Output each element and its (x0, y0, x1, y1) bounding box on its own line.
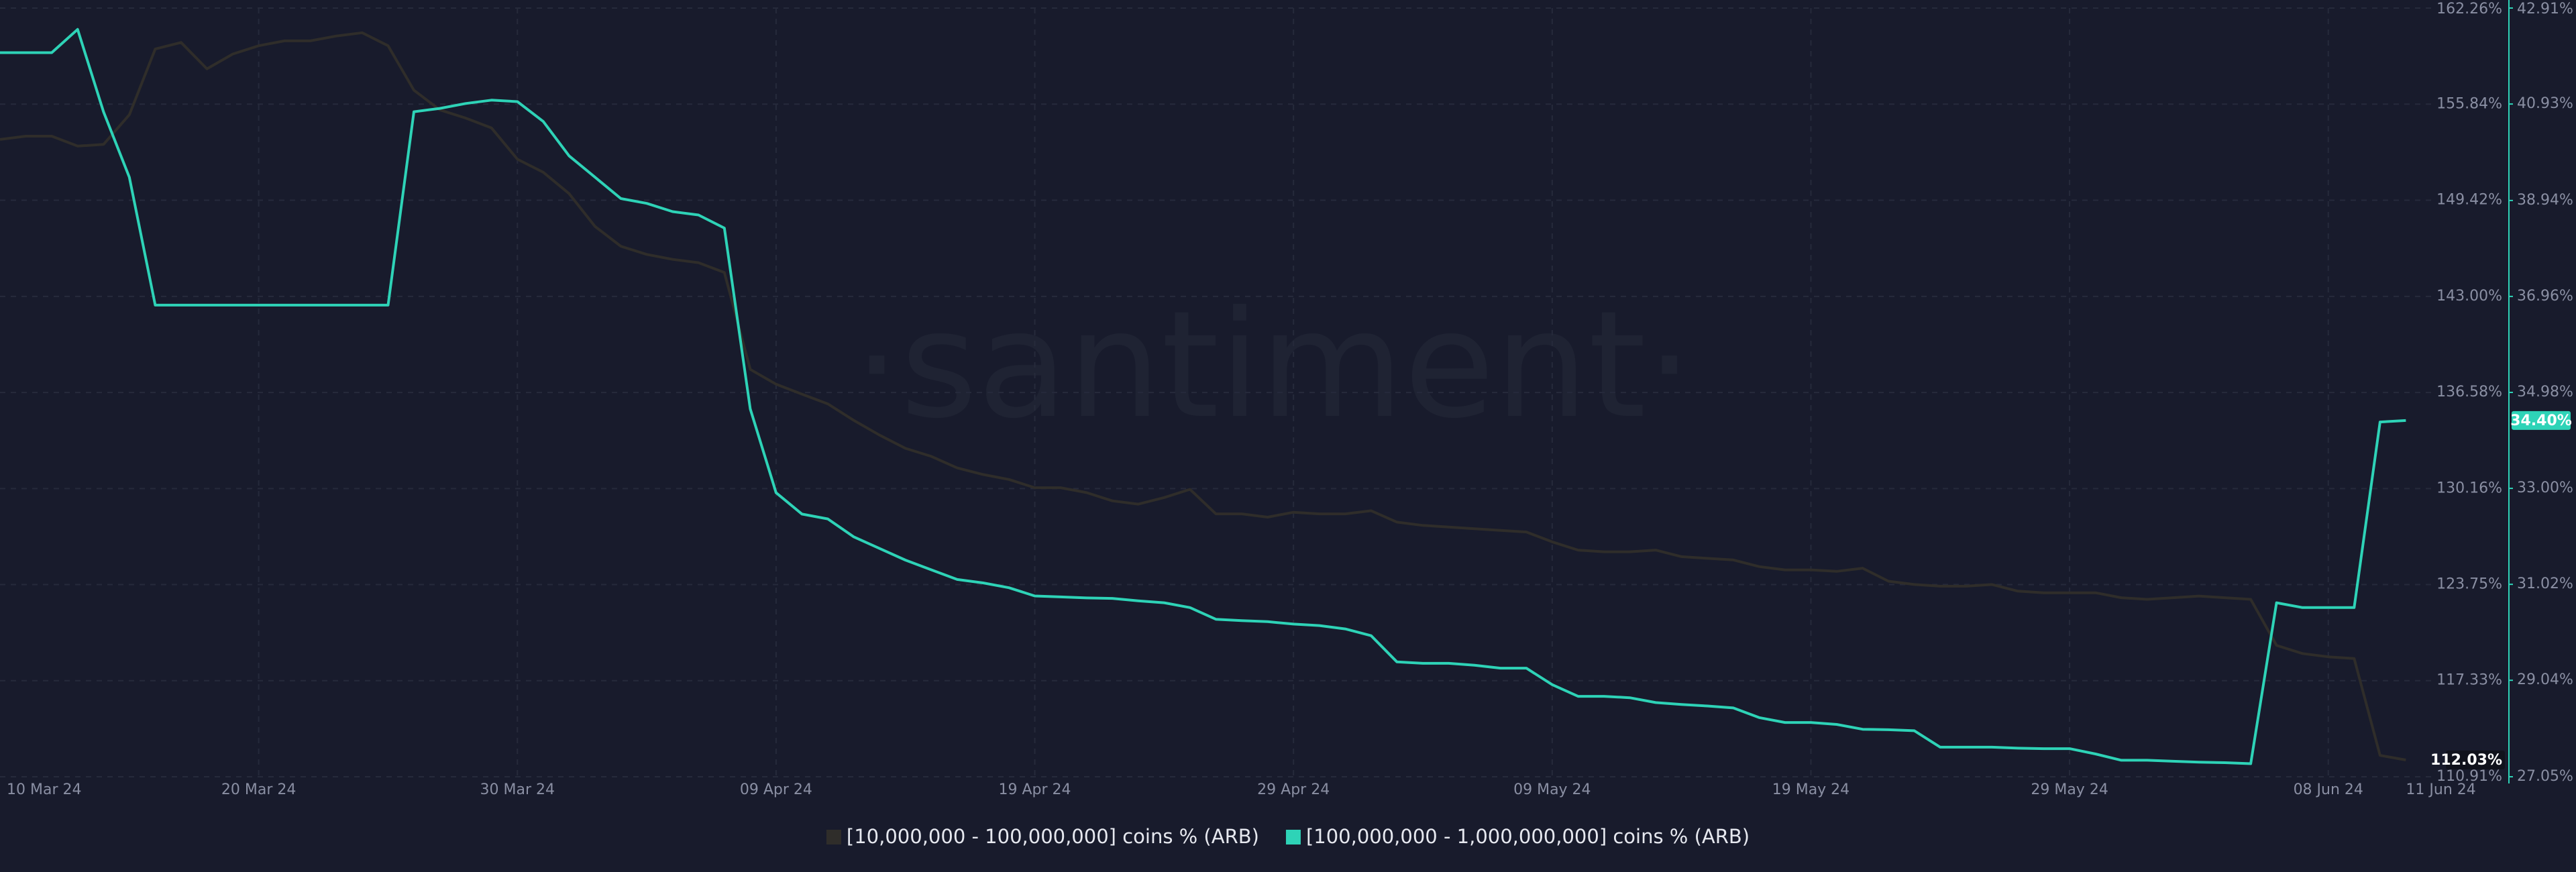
series-line (0, 28, 2406, 765)
x-tick-label: 20 Mar 24 (221, 781, 296, 798)
x-tick-label: 29 May 24 (2031, 781, 2108, 798)
y2-tick-label: 42.91% (2517, 1, 2573, 17)
current-value-badge (2446, 751, 2505, 770)
x-tick-label: 08 Jun 24 (2294, 781, 2363, 798)
x-tick-label: 10 Mar 24 (7, 781, 81, 798)
y2-tick-label: 27.05% (2517, 768, 2573, 785)
y-tick-label: 123.75% (2436, 576, 2502, 592)
legend-swatch (826, 830, 841, 844)
x-tick-label: 29 Apr 24 (1257, 781, 1330, 798)
legend-label: [100,000,000 - 1,000,000,000] coins % (A… (1306, 825, 1750, 848)
y-tick-label: 117.33% (2436, 672, 2502, 689)
current-value-label: 112.03% (2430, 752, 2502, 769)
watermark: ·santiment· (853, 279, 1693, 451)
x-tick-label: 11 Jun 24 (2406, 781, 2475, 798)
x-tick-label: 19 May 24 (1772, 781, 1849, 798)
x-tick-label: 09 May 24 (1513, 781, 1591, 798)
y2-tick-label: 36.96% (2517, 288, 2573, 305)
y-tick-label: 130.16% (2436, 480, 2502, 496)
current-value-badge (2512, 411, 2571, 430)
series-line (0, 31, 2406, 761)
current-value-label: 34.40% (2510, 413, 2572, 429)
legend-label: [10,000,000 - 100,000,000] coins % (ARB) (847, 825, 1259, 848)
y-tick-label: 155.84% (2436, 95, 2502, 112)
y2-tick-label: 29.04% (2517, 671, 2573, 688)
x-tick-label: 19 Apr 24 (999, 781, 1071, 798)
legend-swatch (1285, 830, 1301, 844)
y-tick-label: 136.58% (2436, 384, 2502, 400)
y2-tick-label: 33.00% (2517, 480, 2573, 496)
y-tick-label: 143.00% (2436, 288, 2502, 305)
y-tick-label: 110.91% (2436, 768, 2502, 785)
y2-tick-label: 38.94% (2517, 192, 2573, 209)
y2-tick-label: 31.02% (2517, 576, 2573, 592)
x-tick-label: 30 Mar 24 (480, 781, 555, 798)
legend: [10,000,000 - 100,000,000] coins % (ARB)… (826, 825, 1750, 848)
x-tick-label: 09 Apr 24 (740, 781, 812, 798)
y-tick-label: 162.26% (2436, 1, 2502, 17)
y-tick-label: 149.42% (2436, 192, 2502, 209)
y2-tick-label: 34.98% (2517, 384, 2573, 400)
y2-tick-label: 40.93% (2517, 95, 2573, 112)
